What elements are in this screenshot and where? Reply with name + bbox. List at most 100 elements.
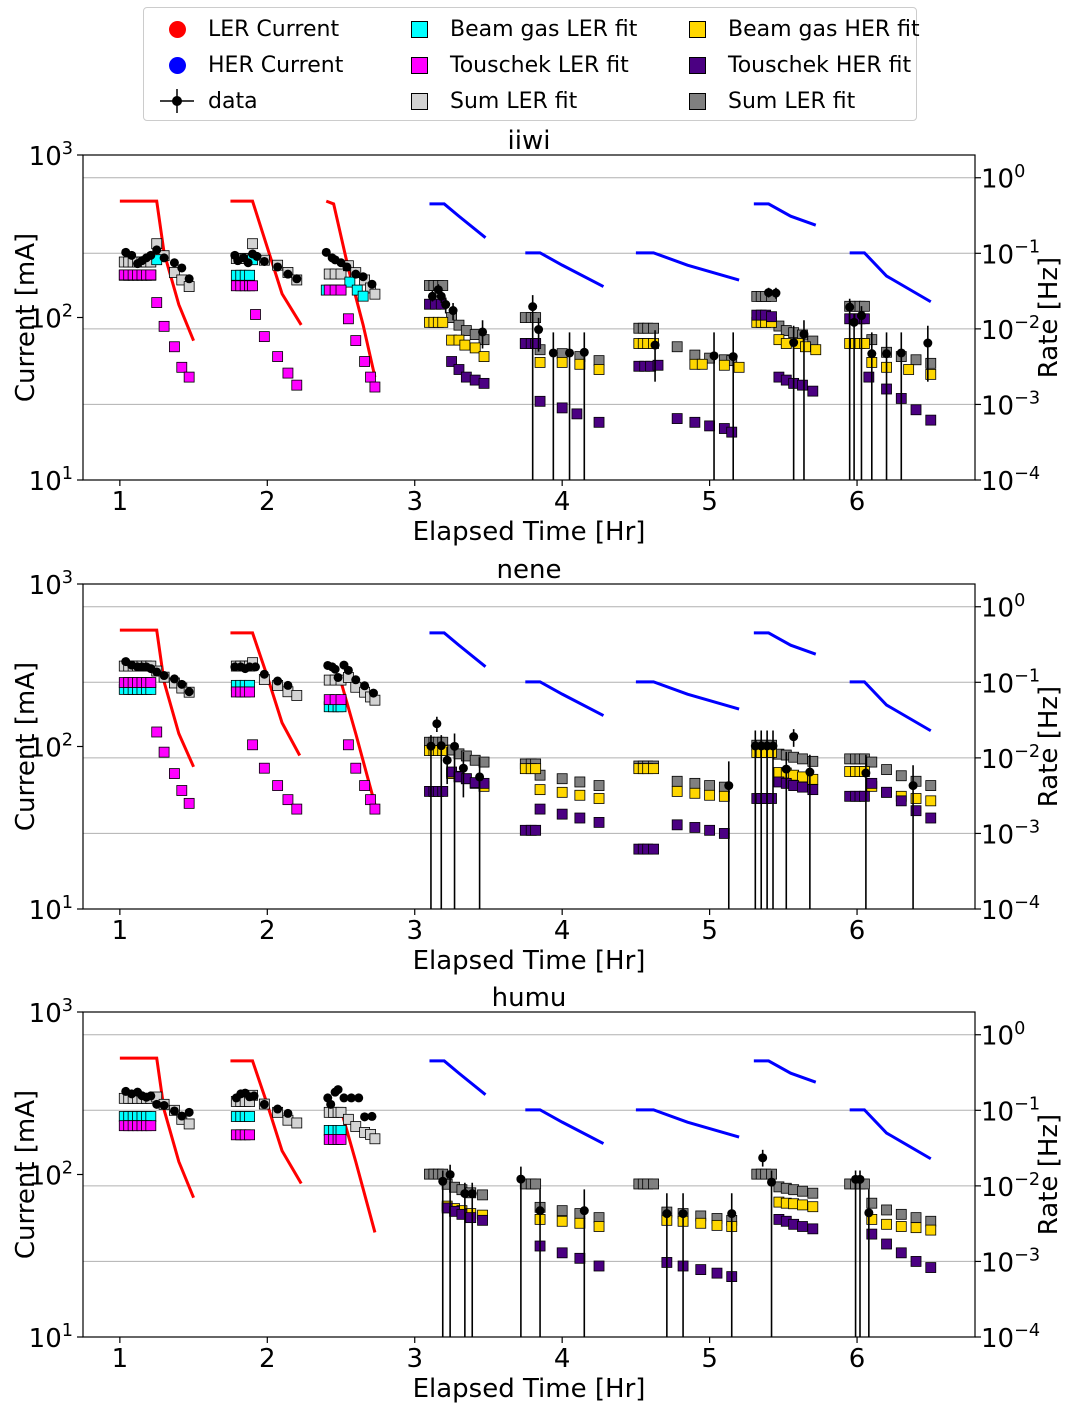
touschek-her-fit-marker [671,819,683,831]
legend: LER Current HER Current data Beam gas LE… [143,7,920,121]
plot-frame [82,1011,976,1338]
touschek-her-fit-marker [881,1238,892,1250]
beamgas-ler-fit-marker [357,290,369,302]
data-point [152,245,162,255]
x-tick-label: 5 [701,487,718,517]
touschek-her-fit-marker [925,414,937,426]
data-point [432,719,442,729]
data-point [861,768,871,778]
touschek-ler-fit-marker [244,1129,256,1141]
data-point [799,329,809,339]
legend-item-her-current: HER Current [154,50,343,80]
x-tick-label: 2 [259,916,276,946]
touschek-her-fit-marker [863,371,875,383]
panel-humu: 1 2 3 4 5 6 101 102 103 10−4 10−3 10−2 10−1 100 humu El… [11,983,1064,1404]
data-point [678,1209,688,1219]
beamgas-her-fit-marker [881,1218,892,1230]
x-tick-label: 1 [112,916,129,946]
touschek-her-fit-marker [571,408,583,420]
sum-her-fit-marker [881,1204,892,1216]
touschek-her-fit-marker [726,426,738,438]
data-point [771,288,781,298]
sum-ler-fit-marker [291,690,303,701]
touschek-ler-fit-marker [335,284,347,296]
sum-her-fit-marker [671,775,683,787]
data-point [478,327,488,337]
touschek-her-fit-marker [881,786,892,798]
touschek-her-fit-marker [910,404,922,416]
data-point [467,1189,477,1199]
touschek-her-fit-marker [593,416,605,428]
data-point [342,262,352,272]
data-point [758,1153,768,1163]
data-point [368,688,378,698]
data-point [768,741,778,751]
y-left-tick-label: 103 [29,996,73,1029]
touschek-her-fit-marker [711,1267,723,1279]
legend-marker-beamgas-her [674,14,720,44]
x-tick-label: 1 [112,487,129,517]
beamgas-her-fit-marker [807,1201,819,1213]
beamgas-her-fit-marker [459,339,471,351]
data-point [728,352,738,362]
touschek-ler-fit-marker [151,297,163,308]
touschek-ler-fit-marker [335,1134,347,1145]
touschek-ler-fit-marker [258,762,270,774]
x-tick-label: 4 [554,487,571,517]
data-point [662,1209,672,1219]
data-point [152,1099,162,1109]
sum-her-fit-marker [671,341,683,353]
data-point [908,781,918,791]
beamgas-her-fit-marker [925,368,937,380]
touschek-ler-fit-marker [158,746,170,758]
y-left-axis-label: Current [mA] [11,1090,41,1259]
her-current-line [429,631,487,668]
sum-her-fit-marker [925,357,937,369]
sum-her-fit-marker [859,300,870,312]
touschek-ler-fit-marker [359,780,371,791]
touschek-ler-fit-marker [342,313,354,325]
beamgas-her-fit-marker [718,790,730,802]
touschek-her-fit-marker [437,786,449,797]
touschek-her-fit-marker [807,784,819,796]
sum-her-fit-marker [704,780,716,791]
beamgas-her-fit-marker [733,361,745,373]
ler-current-line [119,628,195,768]
data-point [259,1099,269,1109]
legend-item-ler-current: LER Current [154,14,339,44]
panel-title: nene [497,555,562,585]
touschek-her-fit-marker [477,1214,488,1226]
touschek-her-fit-marker [453,364,465,375]
beamgas-her-fit-marker [903,364,915,375]
data-point [360,681,370,691]
data-point [442,755,452,765]
beamgas-her-fit-marker [469,342,481,354]
x-tick-label: 6 [849,916,866,946]
touschek-her-fit-marker [534,803,546,815]
sum-ler-fit-marker [291,1117,303,1129]
beamgas-her-fit-marker [718,359,730,371]
sum-her-fit-marker [895,770,907,782]
data-point [184,1107,194,1117]
her-current-line [525,1108,605,1145]
y-right-tick-label: 10−4 [981,464,1040,497]
sum-her-fit-marker [556,1205,568,1217]
touschek-her-fit-marker [807,1223,819,1235]
beamgas-her-fit-marker [593,793,605,804]
y-right-tick-label: 10−1 [981,1094,1040,1127]
touschek-ler-fit-marker [169,768,180,779]
touschek-ler-fit-marker [291,379,303,391]
touschek-her-fit-marker [704,824,716,836]
data-point [243,258,253,268]
touschek-her-fit-marker [910,1256,922,1267]
data-point [856,311,866,321]
legend-label: LER Current [208,16,340,42]
touschek-her-fit-marker [465,1212,477,1224]
data-point [781,764,791,774]
x-tick-label: 2 [259,1344,276,1374]
y-right-tick-label: 10−3 [981,389,1040,422]
her-current-line [429,1059,487,1096]
legend-marker-touschek-her [674,50,720,80]
y-right-tick-label: 10−2 [981,1170,1040,1203]
y-right-tick-label: 10−4 [981,1321,1040,1354]
